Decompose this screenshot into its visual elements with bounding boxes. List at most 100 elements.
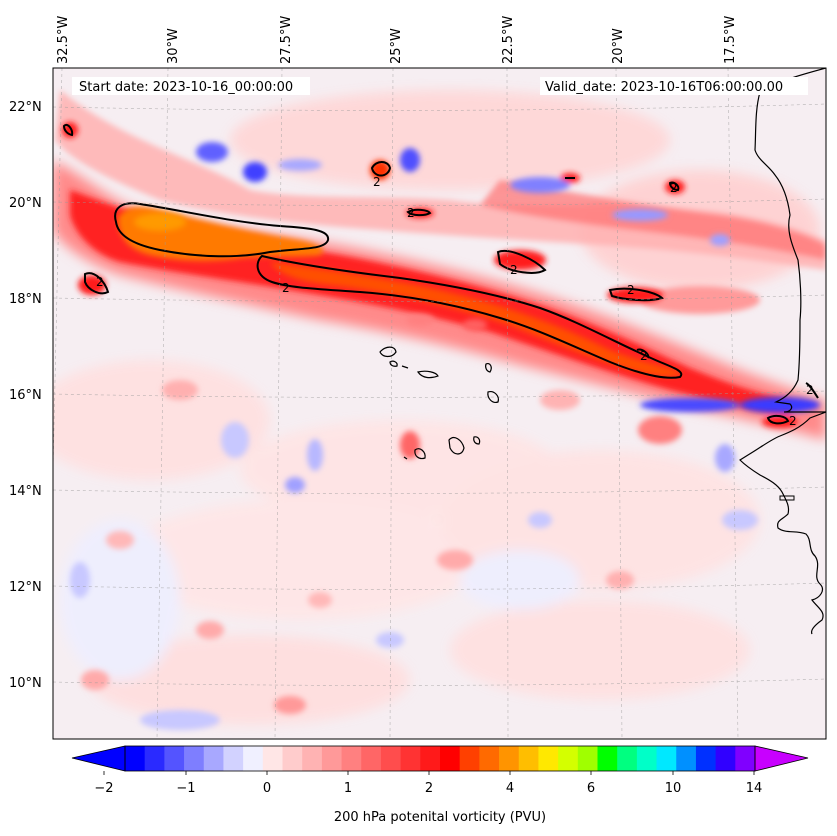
lon-label: 25°W bbox=[389, 28, 404, 64]
lat-label: 22°N bbox=[9, 100, 42, 115]
colorbar-cell bbox=[223, 746, 244, 771]
lon-label: 20°W bbox=[611, 28, 626, 64]
valid-date-box bbox=[540, 77, 808, 95]
colorbar-tick-label: 14 bbox=[746, 781, 763, 796]
colorbar-cell bbox=[243, 746, 264, 771]
contour-label: 2 bbox=[789, 414, 797, 428]
pv-2-contour-west bbox=[84, 272, 110, 295]
contour-labels: 2 2 2 2 2 2 2 2 2 2 bbox=[96, 175, 814, 428]
lon-label: 17.5°W bbox=[723, 16, 738, 64]
colorbar-cell bbox=[184, 746, 205, 771]
contour-label: 2 bbox=[510, 263, 518, 277]
colorbar-cell bbox=[400, 746, 421, 771]
colorbar-cell bbox=[164, 746, 185, 771]
lon-label: 30°W bbox=[166, 28, 181, 64]
colorbar-cell bbox=[558, 746, 579, 771]
pv-2-contour-small-f bbox=[766, 414, 790, 425]
pv-2-contour-main bbox=[256, 254, 683, 379]
colorbar-tick-label: −2 bbox=[94, 781, 113, 796]
colorbar-cell bbox=[459, 746, 480, 771]
colorbar-frame bbox=[124, 745, 756, 772]
longitude-labels: 32.5°W 30°W 27.5°W 25°W 22.5°W 20°W 17.5… bbox=[56, 16, 738, 64]
colorbar-cell bbox=[361, 746, 382, 771]
colorbar-cell bbox=[321, 746, 342, 771]
contour-label: 2 bbox=[640, 349, 648, 363]
colorbar-tick-labels: −2 −1 0 1 2 4 6 10 14 bbox=[94, 781, 762, 796]
colorbar-cell bbox=[695, 746, 717, 771]
pv-2-contour-east-b bbox=[608, 287, 664, 302]
colorbar-cell bbox=[597, 746, 618, 771]
pv-streamer-core-yellow bbox=[134, 213, 186, 231]
pv-2-contours bbox=[62, 124, 819, 425]
lat-label: 20°N bbox=[9, 196, 42, 211]
contour-label: 2 bbox=[96, 275, 104, 289]
colorbar-cell bbox=[715, 746, 736, 771]
colorbar-tick-label: 1 bbox=[344, 781, 352, 796]
colorbar-tick-label: 6 bbox=[587, 781, 595, 796]
african-coastline bbox=[739, 68, 826, 635]
colorbar-ticks bbox=[103, 771, 755, 775]
pv-2-contour-small-g bbox=[805, 382, 819, 399]
pv-2-contour-north-loop bbox=[114, 202, 330, 258]
lat-label: 16°N bbox=[9, 388, 42, 403]
gambia-river-mouth bbox=[779, 495, 795, 501]
colorbar-cell bbox=[302, 746, 323, 771]
colorbar-cell bbox=[144, 746, 165, 771]
pv-2-contour-small-e bbox=[62, 124, 74, 137]
colorbar-tick-label: 4 bbox=[506, 781, 514, 796]
colorbar-cell bbox=[676, 746, 697, 771]
lat-label: 14°N bbox=[9, 484, 42, 499]
colorbar-cell bbox=[735, 746, 756, 771]
colorbar-tick-label: −1 bbox=[176, 781, 195, 796]
colorbar-tick-label: 10 bbox=[665, 781, 682, 796]
valid-date-label: Valid_date: 2023-10-16T06:00:00.00 bbox=[545, 80, 783, 95]
colorbar-cell bbox=[262, 746, 283, 771]
lon-label: 22.5°W bbox=[501, 16, 516, 64]
colorbar-extend-min bbox=[71, 745, 126, 772]
pv-2-contour-small-d bbox=[668, 181, 680, 192]
colorbar-cell bbox=[617, 746, 638, 771]
colorbar-cell bbox=[440, 746, 461, 771]
contour-label: 2 bbox=[282, 281, 290, 295]
colorbar-cell bbox=[380, 746, 402, 771]
colorbar-cell bbox=[341, 746, 362, 771]
start-date-label: Start date: 2023-10-16_00:00:00 bbox=[79, 80, 293, 95]
colorbar-cell bbox=[577, 746, 598, 771]
pv-2-contour-small-a bbox=[370, 161, 392, 177]
lat-label: 10°N bbox=[9, 676, 42, 691]
colorbar-cell bbox=[636, 746, 657, 771]
colorbar-cell bbox=[420, 746, 441, 771]
colorbar-tick-label: 2 bbox=[425, 781, 433, 796]
colorbar-cell bbox=[203, 746, 224, 771]
colorbar-cell bbox=[125, 746, 146, 771]
map-border bbox=[52, 67, 827, 740]
pv-2-contour-small-h bbox=[636, 348, 650, 359]
colorbar-label: 200 hPa potenital vorticity (PVU) bbox=[334, 810, 546, 825]
colorbar-cell bbox=[538, 746, 559, 771]
colorbar-tick-label: 0 bbox=[263, 781, 271, 796]
latitude-labels: 22°N 20°N 18°N 16°N 14°N 12°N 10°N bbox=[9, 100, 42, 691]
contour-label: 2 bbox=[670, 181, 678, 195]
colorbar-cells bbox=[125, 746, 756, 771]
contour-label: 2 bbox=[407, 206, 415, 220]
cape-verde-islands bbox=[379, 346, 499, 460]
colorbar-cell bbox=[282, 746, 303, 771]
lon-label: 32.5°W bbox=[56, 16, 71, 64]
lat-label: 12°N bbox=[9, 580, 42, 595]
colorbar-cell bbox=[499, 746, 520, 771]
start-date-box bbox=[72, 77, 310, 95]
contour-label: 2 bbox=[373, 175, 381, 189]
colorbar-cell bbox=[656, 746, 677, 771]
pv-2-contour-small-b bbox=[406, 208, 432, 217]
contour-label: 2 bbox=[627, 283, 635, 297]
lon-label: 27.5°W bbox=[279, 16, 294, 64]
contour-label: 2 bbox=[806, 383, 814, 397]
colorbar-cell bbox=[479, 746, 500, 771]
colorbar-extend-max bbox=[754, 745, 809, 772]
map-panel: 2 2 2 2 2 2 2 2 2 2 bbox=[53, 68, 826, 739]
gridlines bbox=[53, 68, 826, 739]
colorbar-cell bbox=[518, 746, 539, 771]
colorbar: −2 −1 0 1 2 4 6 10 14 200 hPa potenital … bbox=[71, 745, 809, 825]
lat-label: 18°N bbox=[9, 292, 42, 307]
